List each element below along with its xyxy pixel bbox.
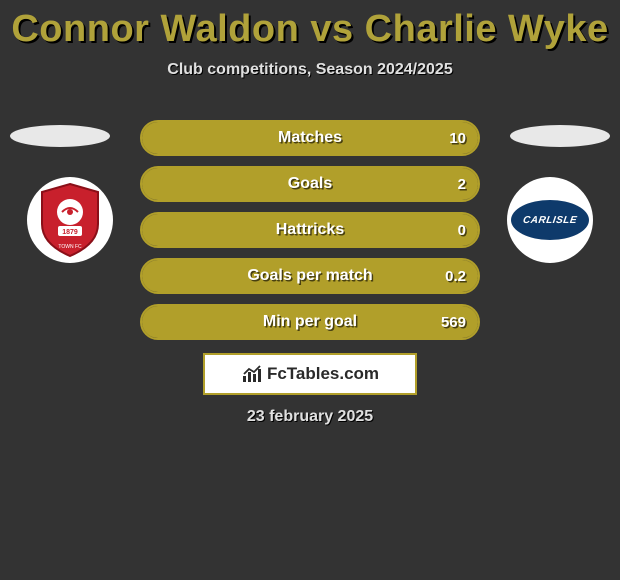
stat-label: Goals per match <box>142 260 478 292</box>
stat-row: Goals per match0.2 <box>140 258 480 294</box>
carlisle-badge-icon: CARLISLE <box>511 200 589 240</box>
stat-row: Min per goal569 <box>140 304 480 340</box>
subtitle: Club competitions, Season 2024/2025 <box>0 61 620 79</box>
stat-value-right: 10 <box>449 122 466 154</box>
comparison-title: Connor Waldon vs Charlie Wyke <box>0 0 620 51</box>
stat-label: Matches <box>142 122 478 154</box>
stat-row: Hattricks0 <box>140 212 480 248</box>
stat-label: Goals <box>142 168 478 200</box>
stats-container: Matches10 Goals2 Hattricks0 Goals per match… <box>140 120 480 350</box>
stat-value-right: 569 <box>441 306 466 338</box>
svg-text:1879: 1879 <box>62 229 78 236</box>
stat-row: Goals2 <box>140 166 480 202</box>
brand-box[interactable]: FcTables.com <box>203 353 417 395</box>
swindon-shield-icon: 1879 TOWN FC <box>36 182 104 258</box>
club-logo-right: CARLISLE <box>507 177 593 263</box>
svg-text:TOWN FC: TOWN FC <box>58 244 82 250</box>
stat-label: Hattricks <box>142 214 478 246</box>
stat-value-right: 0.2 <box>445 260 466 292</box>
brand-text: FcTables.com <box>267 364 379 384</box>
stat-value-right: 0 <box>458 214 466 246</box>
player-oval-left <box>10 125 110 147</box>
date-text: 23 february 2025 <box>0 408 620 426</box>
stat-label: Min per goal <box>142 306 478 338</box>
stat-value-right: 2 <box>458 168 466 200</box>
player-oval-right <box>510 125 610 147</box>
club-logo-left: 1879 TOWN FC <box>27 177 113 263</box>
chart-icon <box>241 364 263 384</box>
stat-row: Matches10 <box>140 120 480 156</box>
